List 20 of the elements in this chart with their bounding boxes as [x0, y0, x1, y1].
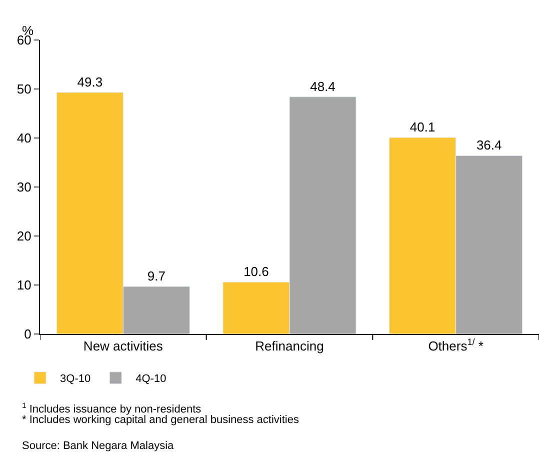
legend-label: 3Q-10: [60, 373, 91, 386]
data-label: 36.4: [476, 138, 502, 153]
data-label: 10.6: [244, 264, 269, 280]
y-tick-label: 40: [16, 130, 32, 146]
legend-label: 4Q-10: [136, 373, 166, 386]
data-label: 40.1: [410, 120, 436, 135]
y-tick-label: 50: [16, 82, 32, 97]
y-tick-label: 20: [16, 228, 32, 244]
data-label: 9.7: [147, 268, 166, 284]
y-tick-label: 0: [24, 326, 32, 342]
text: $^{1}$ Includes issuance by non-residents: [22, 401, 202, 416]
y-tick-label: 10: [16, 278, 32, 293]
data-label: 48.4: [310, 78, 336, 94]
x-tick-label: Refinancing: [255, 338, 324, 354]
y-tick-label: 30: [16, 180, 32, 195]
x-tick-label: New activities: [83, 338, 164, 354]
data-label: 49.3: [77, 74, 103, 90]
x-tick-label: Others$^{1/}$ *: [428, 337, 484, 354]
source-note: Source: Bank Negara Malaysia: [22, 440, 175, 452]
text: * Includes working capital and general business activities: [22, 414, 300, 426]
